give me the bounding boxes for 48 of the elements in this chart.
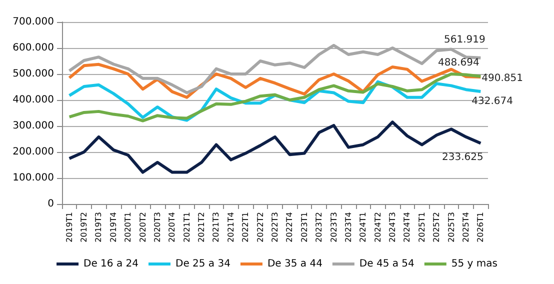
x-tick-label: 2023T1 (300, 212, 309, 242)
x-tick-label: 2019T1 (64, 212, 74, 242)
legend-label: De 45 a 54 (359, 258, 414, 270)
data-label: 490.851 (482, 72, 524, 84)
data-label: 432.674 (472, 96, 514, 108)
x-tick-label: 2022T3 (270, 212, 280, 242)
y-tick-label: 500.000 (12, 68, 54, 80)
data-label: 561.919 (444, 34, 486, 46)
x-tick-label: 2021T3 (212, 212, 221, 242)
x-tick-label: 2025T2 (432, 212, 442, 242)
y-tick-label: 200.000 (12, 146, 54, 158)
x-tick-label: 2024T4 (402, 212, 412, 242)
x-tick-label: 2022T1 (241, 212, 250, 242)
x-tick-label: 2019T2 (80, 212, 89, 242)
legend-label: De 25 a 34 (175, 258, 230, 270)
x-tick-label: 2024T3 (388, 212, 398, 242)
x-tick-label: 2020T4 (168, 212, 177, 242)
y-tick-label: 0 (48, 198, 54, 210)
x-tick-label: 2021T1 (182, 212, 192, 242)
x-tick-label: 2025T1 (417, 212, 426, 242)
x-tick-label: 2021T2 (197, 212, 206, 242)
y-tick-label: 700.000 (12, 16, 54, 28)
x-tick-label: 2022T4 (285, 212, 294, 242)
x-tick-label: 2019T4 (108, 212, 118, 242)
y-tick-label: 400.000 (12, 94, 54, 106)
data-label: 233.625 (442, 152, 484, 163)
y-tick-label: 100.000 (12, 172, 54, 184)
x-tick-label: 2020T3 (152, 212, 162, 242)
legend-label: De 35 a 44 (267, 258, 322, 270)
x-tick-label: 2023T3 (329, 212, 338, 242)
legend-label: De 16 a 24 (84, 258, 138, 270)
y-tick-label: 300.000 (12, 120, 54, 132)
x-tick-label: 2022T2 (256, 212, 265, 242)
data-label: 488.694 (438, 57, 480, 68)
legend-label: 55 y mas (451, 258, 498, 270)
x-tick-label: 2024T1 (358, 212, 368, 242)
x-tick-label: 2019T3 (94, 212, 104, 242)
x-tick-label: 2023T4 (344, 212, 353, 242)
x-tick-label: 2021T4 (226, 212, 236, 242)
y-tick-label: 600.000 (12, 42, 54, 54)
line-series (68, 120, 482, 174)
x-tick-label: 2025T4 (461, 212, 470, 242)
x-tick-label: 2020T2 (138, 212, 148, 242)
x-tick-label: 2024T2 (373, 212, 382, 242)
x-tick-label: 2025T3 (446, 212, 456, 242)
x-tick-label: 2023T2 (314, 212, 324, 242)
x-tick-label: 2020T1 (124, 212, 133, 242)
x-tick-label: 2026T1 (476, 212, 486, 242)
